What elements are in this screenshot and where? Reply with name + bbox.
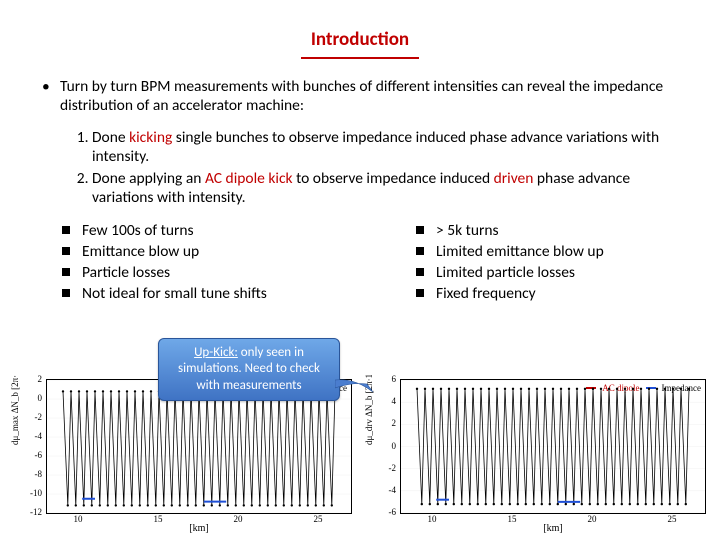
plot-area-right: AC dipole Impedance xyxy=(400,379,706,514)
yticks-left: 20-2-4-6-8-10-12 xyxy=(22,379,44,514)
text: single bunches to observe impedance indu… xyxy=(92,128,659,166)
chart-right: dμ_drv ΔN_b [2π·10^{-14}] 6420-2-4-6 AC … xyxy=(362,375,712,536)
text: to observe impedance induced xyxy=(293,169,494,188)
em-text: driven xyxy=(494,169,534,188)
bullet-item: Particle losses xyxy=(56,263,330,284)
list-item: Done applying an AC dipole kick to obser… xyxy=(92,169,676,208)
charts-row: dμ_max ΔN_b [2π·10^{-14}] 20-2-4-6-8-10-… xyxy=(0,375,720,540)
bullet-item: > 5k turns xyxy=(410,221,684,242)
two-column-bullets: Few 100s of turns Emittance blow up Part… xyxy=(0,221,720,305)
left-column: Few 100s of turns Emittance blow up Part… xyxy=(56,221,330,305)
title-underline xyxy=(301,57,419,59)
title-text: Introduction xyxy=(311,28,409,51)
right-column: > 5k turns Limited emittance blow up Lim… xyxy=(410,221,684,305)
bullet-item: Not ideal for small tune shifts xyxy=(56,284,330,305)
svg-text:dμ_max ΔN_b [2π·10^{-14}]: dμ_max ΔN_b [2π·10^{-14}] xyxy=(10,375,20,445)
bullet-item: Fixed frequency xyxy=(410,284,684,305)
text: Done xyxy=(92,128,129,147)
bullet-item: Limited particle losses xyxy=(410,263,684,284)
em-text: kicking xyxy=(129,128,172,147)
callout-box: Up-Kick: only seen in simulations. Need … xyxy=(158,338,340,401)
ylabel-right: dμ_drv ΔN_b [2π·10^{-14}] xyxy=(362,375,376,525)
callout-tail-icon xyxy=(335,376,379,394)
numbered-list: Done kicking single bunches to observe i… xyxy=(0,128,720,208)
ylabel-left: dμ_max ΔN_b [2π·10^{-14}] xyxy=(8,375,22,525)
em-text: AC dipole kick xyxy=(205,169,293,188)
bullet-item: Limited emittance blow up xyxy=(410,242,684,263)
text: Done applying an xyxy=(92,169,205,188)
main-bullet: Turn by turn BPM measurements with bunch… xyxy=(0,77,720,116)
yticks-right: 6420-2-4-6 xyxy=(376,379,398,514)
callout-em: Up-Kick: xyxy=(194,345,238,360)
bullet-item: Few 100s of turns xyxy=(56,221,330,242)
list-item: Done kicking single bunches to observe i… xyxy=(92,128,676,167)
xlabel-left: [km] xyxy=(46,523,352,534)
bullet-item: Emittance blow up xyxy=(56,242,330,263)
page-title: Introduction xyxy=(0,0,720,57)
xlabel-right: [km] xyxy=(400,523,706,534)
